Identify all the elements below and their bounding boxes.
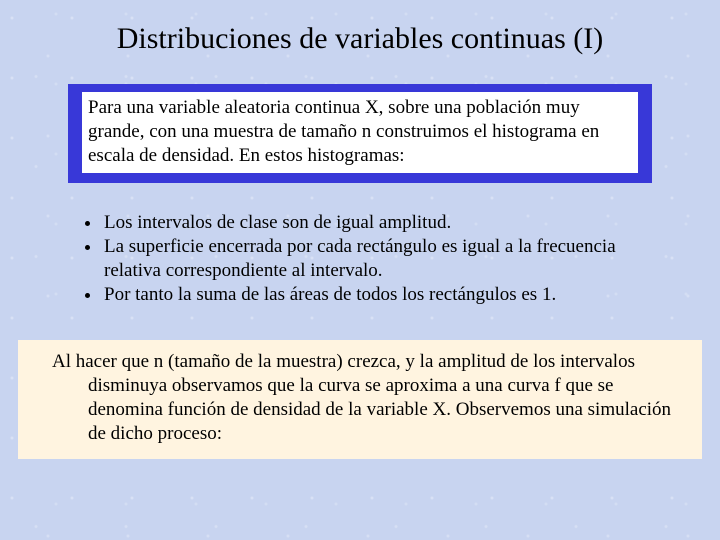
- list-item: Los intervalos de clase son de igual amp…: [102, 211, 652, 235]
- conclusion-box: Al hacer que n (tamaño de la muestra) cr…: [18, 340, 702, 459]
- bullet-list: Los intervalos de clase son de igual amp…: [68, 211, 652, 306]
- list-item: La superficie encerrada por cada rectáng…: [102, 235, 652, 283]
- list-item: Por tanto la suma de las áreas de todos …: [102, 283, 652, 307]
- intro-text: Para una variable aleatoria continua X, …: [82, 92, 638, 173]
- slide-title: Distribuciones de variables continuas (I…: [0, 0, 720, 74]
- intro-box: Para una variable aleatoria continua X, …: [68, 84, 652, 183]
- conclusion-text: Al hacer que n (tamaño de la muestra) cr…: [34, 350, 686, 445]
